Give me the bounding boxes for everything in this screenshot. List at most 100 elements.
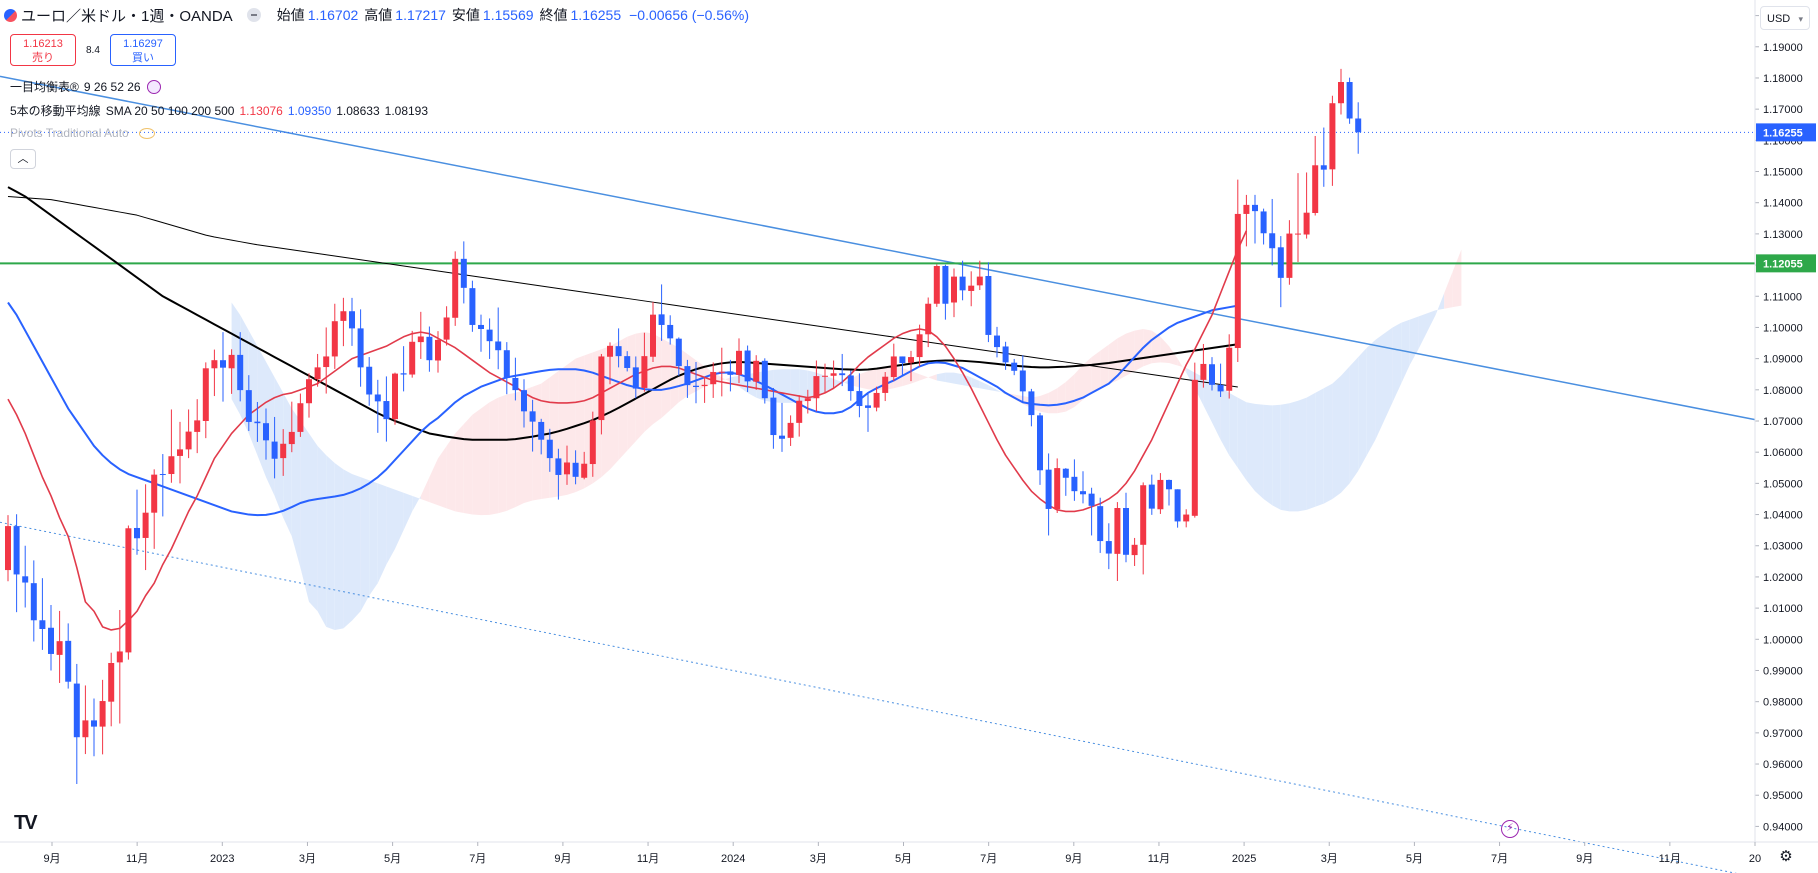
gear-icon[interactable]: ⚙ <box>1779 848 1793 865</box>
candle-body <box>856 391 863 407</box>
cloud-segment <box>1366 339 1376 456</box>
price-tick-label: 1.10000 <box>1763 322 1803 334</box>
candle-body <box>22 576 29 583</box>
cloud-segment <box>1237 397 1247 481</box>
cloud-segment <box>1375 333 1384 440</box>
cloud-segment <box>532 383 542 501</box>
cloud-segment <box>1289 400 1298 512</box>
candle-body <box>916 334 923 358</box>
sma100-line <box>7 186 1238 441</box>
candle-body <box>1269 233 1276 249</box>
buy-button[interactable]: 1.16297 買い <box>110 34 176 66</box>
sell-label: 売り <box>32 52 54 64</box>
candle-body <box>469 288 476 325</box>
sell-button[interactable]: 1.16213 売り <box>10 34 76 66</box>
sma-value-1: 1.13076 <box>239 103 283 118</box>
time-tick-label: 9月 <box>1065 853 1082 865</box>
candle-body <box>744 350 751 382</box>
candle-body <box>237 354 244 391</box>
candle-body <box>693 385 699 388</box>
sma-value-2: 1.09350 <box>287 103 332 118</box>
currency-label: USD <box>1767 13 1791 25</box>
candle-body <box>314 367 321 380</box>
refresh-icon[interactable] <box>146 79 161 94</box>
cloud-segment <box>369 480 378 596</box>
candle-body <box>13 526 20 575</box>
chevron-up-icon[interactable]: ︿ <box>10 149 36 169</box>
indicator-pivots[interactable]: Pivots Traditional Auto <box>10 126 155 140</box>
cloud-segment <box>386 486 395 565</box>
candle-body <box>1174 489 1181 522</box>
tradingview-logo-icon[interactable]: TV <box>14 812 38 834</box>
price-tick-label: 1.11000 <box>1763 291 1802 303</box>
candle-body <box>1183 514 1190 522</box>
candle-body <box>486 329 493 342</box>
cloud-segment <box>773 369 782 403</box>
hidden-eye-icon[interactable] <box>138 127 155 139</box>
candle-body <box>5 526 11 571</box>
candle-body <box>796 400 803 423</box>
price-tick-label: 1.14000 <box>1763 198 1803 210</box>
candle-body <box>1217 384 1224 392</box>
open-label: 始値 <box>276 7 305 23</box>
indicator-sma[interactable]: 5本の移動平均線 SMA 20 50 100 200 500 1.13076 1… <box>10 102 428 119</box>
candle-body <box>194 420 201 432</box>
cloud-segment <box>919 374 929 381</box>
candle-body <box>374 394 381 402</box>
candle-body <box>73 683 80 738</box>
cloud-segment <box>1134 329 1144 372</box>
time-tick-label: 2025 <box>1232 853 1256 865</box>
candle-body <box>908 357 914 363</box>
candle-body <box>899 356 906 363</box>
candle-body <box>1277 247 1284 278</box>
lightning-icon[interactable]: ⚡ <box>1501 820 1519 838</box>
cloud-segment <box>1409 316 1419 365</box>
candle-body <box>297 403 304 432</box>
sma-name: 5本の移動平均線 <box>10 104 101 118</box>
candle-body <box>1166 479 1172 490</box>
cloud-segment <box>455 424 464 513</box>
cloud-segment <box>395 489 404 549</box>
candle-body <box>890 356 897 378</box>
cloud-segment <box>1427 310 1436 333</box>
candle-body <box>976 276 983 286</box>
symbol-title[interactable]: ユーロ／米ドル・1週・OANDA <box>21 7 233 25</box>
candle-body <box>383 401 390 420</box>
price-tick-label: 1.05000 <box>1763 478 1803 490</box>
candle-body <box>736 350 742 375</box>
sma-value-3: 1.08633 <box>336 103 380 118</box>
candle-body <box>435 339 441 361</box>
cloud-segment <box>790 369 800 403</box>
candle-body <box>607 345 613 357</box>
candle-body <box>538 421 545 440</box>
cloud-segment <box>549 371 559 498</box>
cloud-segment <box>1418 313 1427 350</box>
indicator-ichimoku[interactable]: 一目均衡表® 9 26 52 26 <box>10 78 161 95</box>
candle-body <box>357 328 364 368</box>
price-tick-label: 1.02000 <box>1763 572 1803 584</box>
candle-body <box>392 373 398 420</box>
candle-body <box>822 375 828 377</box>
candle-body <box>933 266 940 304</box>
candle-body <box>306 379 312 404</box>
market-status-icon[interactable] <box>246 8 261 22</box>
high-value: 1.17217 <box>395 7 446 23</box>
cloud-segment <box>472 408 481 516</box>
time-tick-label: 11月 <box>1659 853 1681 865</box>
candle-body <box>460 258 467 288</box>
cloud-segment <box>799 369 808 403</box>
time-tick-label: 3月 <box>810 853 827 865</box>
sma-value-4: 1.08193 <box>384 103 429 118</box>
candle-body <box>632 367 639 389</box>
cloud-segment <box>1108 338 1118 385</box>
currency-selector[interactable]: USD ▾ <box>1760 6 1810 30</box>
candle-body <box>56 641 63 655</box>
time-tick-label: 7月 <box>980 853 997 865</box>
candle-body <box>813 376 820 399</box>
cloud-segment <box>1435 293 1445 315</box>
price-change: −0.00656 (−0.56%) <box>629 7 749 23</box>
cloud-segment <box>687 353 696 397</box>
price-tick-label: 1.04000 <box>1763 510 1803 522</box>
